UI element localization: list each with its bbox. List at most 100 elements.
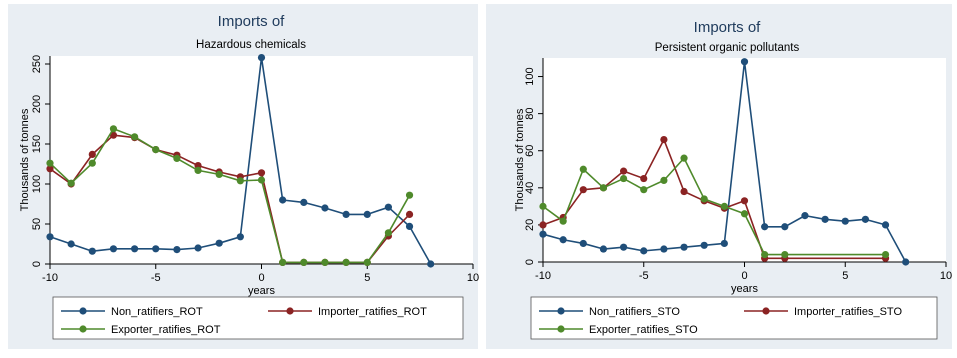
chart-title: Imports of [218,13,286,30]
data-point [109,125,118,133]
legend-swatch-marker [557,325,565,333]
x-tick-label: 10 [467,272,479,284]
data-point [640,186,648,194]
data-point [781,223,789,231]
data-point [861,215,870,223]
data-point [173,154,181,162]
data-point [620,174,628,183]
data-point [321,204,329,212]
legend: Non_ratifiers_STO Importer_ratifies_STO Ex… [530,296,938,340]
data-point [363,210,371,218]
x-tick-label: -10 [535,270,551,282]
data-point [881,250,890,259]
x-axis-label: years [731,283,758,295]
data-point [680,187,688,196]
data-point [109,245,118,253]
data-point [194,166,202,174]
x-tick-label: 0 [741,270,747,282]
data-point [720,202,728,210]
legend-item: Importer_ratifies_STO [744,306,902,318]
data-point [257,176,266,184]
legend-swatch-marker [762,307,770,315]
y-tick-label: 100 [31,175,43,193]
series-Non_ratifiers_STO [539,58,910,266]
x-tick-label: 10 [940,270,952,282]
data-point [579,186,587,194]
data-point [579,239,587,248]
data-point [67,240,75,248]
legend-item: Importer_ratifies_ROT [268,306,427,318]
data-point [720,239,728,248]
y-axis-label: Thousands of tonnes [514,108,526,211]
chart-title: Imports of [694,19,762,36]
legend-swatch-marker [286,307,294,315]
data-point [279,258,287,266]
legend-swatch-marker [79,307,87,315]
data-point [342,258,350,266]
chart-subtitle: Persistent organic pollutants [655,42,800,54]
data-point [300,258,308,266]
legend-label: Exporter_ratifies_ROT [111,324,221,336]
y-tick-label: 0 [31,261,43,267]
data-point [236,177,244,185]
data-point [257,169,266,177]
x-tick-label: 5 [842,270,848,282]
data-point [740,58,749,66]
data-point [761,223,769,231]
data-point [902,258,910,266]
legend-item: Exporter_ratifies_STO [539,324,698,336]
data-point [46,159,54,167]
data-point [427,260,435,268]
data-point [109,131,118,139]
data-point [215,170,223,178]
data-point [781,250,789,259]
data-point [405,210,414,218]
data-point [405,222,414,230]
legend-swatch-marker [79,325,87,333]
data-point [342,210,350,218]
data-point [599,245,608,253]
legend-label: Non_ratifiers_STO [589,306,680,318]
data-point [821,215,829,223]
y-axis-label: Thousands of tonnes [19,108,31,211]
x-axis-label: years [248,285,275,297]
data-point [700,195,708,203]
data-point [88,150,96,158]
data-point [700,241,708,249]
data-point [300,198,308,206]
data-point [640,174,648,183]
data-point [740,197,749,205]
legend-label: Exporter_ratifies_STO [589,324,698,336]
y-tick-label: 60 [524,145,536,157]
series-Exporter_ratifies_STO [539,154,890,259]
data-point [539,221,547,229]
plot-area [543,58,946,262]
data-point [88,247,96,255]
data-point [579,165,587,173]
chart-2: Imports of Persistent organic pollutants 0… [486,4,952,349]
legend-box [530,296,938,340]
y-tick-label: 50 [31,218,43,230]
data-point [131,245,139,253]
y-tick-label: 0 [524,259,536,265]
y-tick-label: 150 [31,135,43,153]
data-point [801,212,809,220]
data-point [559,236,567,244]
data-point [660,245,668,253]
plot-area [50,56,473,264]
data-point [88,159,96,167]
data-point [152,146,160,154]
x-tick-label: 5 [364,272,370,284]
data-point [131,133,139,141]
legend-label: Non_ratifiers_ROT [111,306,203,318]
data-point [599,184,608,192]
x-tick-label: -5 [151,272,161,284]
data-point [173,246,181,254]
y-tick-label: 250 [31,55,43,73]
data-point [620,243,628,251]
legend-item: Exporter_ratifies_ROT [61,324,221,336]
data-point [236,233,244,241]
